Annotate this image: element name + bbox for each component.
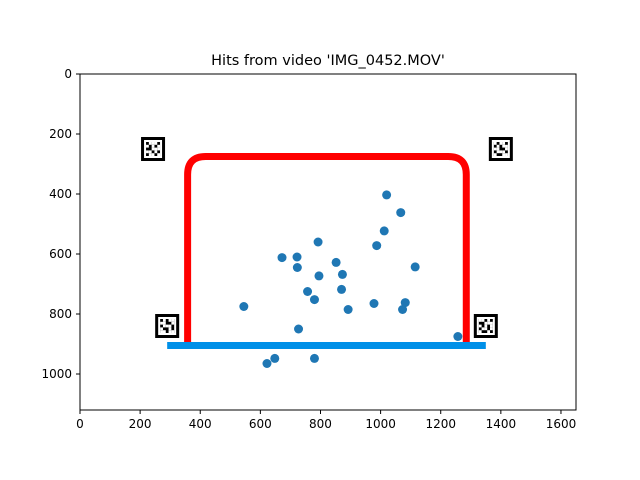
y-tick-label: 800 <box>49 307 72 321</box>
data-point <box>382 190 392 200</box>
data-point <box>262 359 272 368</box>
x-tick-label: 600 <box>249 417 272 431</box>
x-tick-label: 200 <box>129 417 152 431</box>
data-point <box>379 226 389 236</box>
data-point <box>270 353 280 363</box>
x-tick-label: 1000 <box>365 417 396 431</box>
data-point <box>369 299 379 308</box>
plot-frame <box>79 73 577 411</box>
x-tick-label: 1200 <box>425 417 456 431</box>
y-tick-label: 0 <box>64 67 72 81</box>
data-point <box>294 324 304 334</box>
data-point <box>372 241 382 251</box>
y-tick-label: 1000 <box>41 367 72 381</box>
x-tick-label: 0 <box>76 417 84 431</box>
data-point <box>410 262 420 272</box>
x-tick-label: 1400 <box>486 417 517 431</box>
bottom-left-marker <box>155 314 180 338</box>
goal-frame <box>184 153 470 343</box>
x-axis: 0 200 400 600 800 1000 1200 1400 1600 <box>76 410 576 431</box>
x-tick-label: 800 <box>309 417 332 431</box>
data-point <box>292 252 302 262</box>
top-right-marker <box>488 137 513 161</box>
data-point <box>398 305 408 314</box>
x-tick-label: 400 <box>189 417 212 431</box>
chart-title: Hits from video 'IMG_0452.MOV' <box>211 53 445 69</box>
data-point <box>343 305 353 314</box>
data-point <box>337 269 347 279</box>
data-point <box>303 287 313 296</box>
plot-area <box>141 137 513 368</box>
data-point <box>292 263 302 272</box>
x-tick-label: 1600 <box>546 417 577 431</box>
y-tick-label: 200 <box>49 127 72 141</box>
data-point <box>309 353 319 363</box>
y-tick-label: 600 <box>49 247 72 261</box>
data-point <box>396 208 406 218</box>
data-point <box>239 302 249 311</box>
data-point <box>277 253 287 263</box>
bottom-right-marker <box>473 314 498 338</box>
data-point <box>337 284 347 294</box>
y-axis: 0 200 400 600 800 1000 <box>41 67 80 381</box>
top-left-marker <box>141 137 166 161</box>
data-point <box>309 295 319 305</box>
data-point <box>331 257 341 267</box>
data-point <box>313 237 323 247</box>
y-tick-label: 400 <box>49 187 72 201</box>
data-point <box>400 298 410 308</box>
data-point <box>453 332 463 341</box>
data-point <box>314 271 324 281</box>
